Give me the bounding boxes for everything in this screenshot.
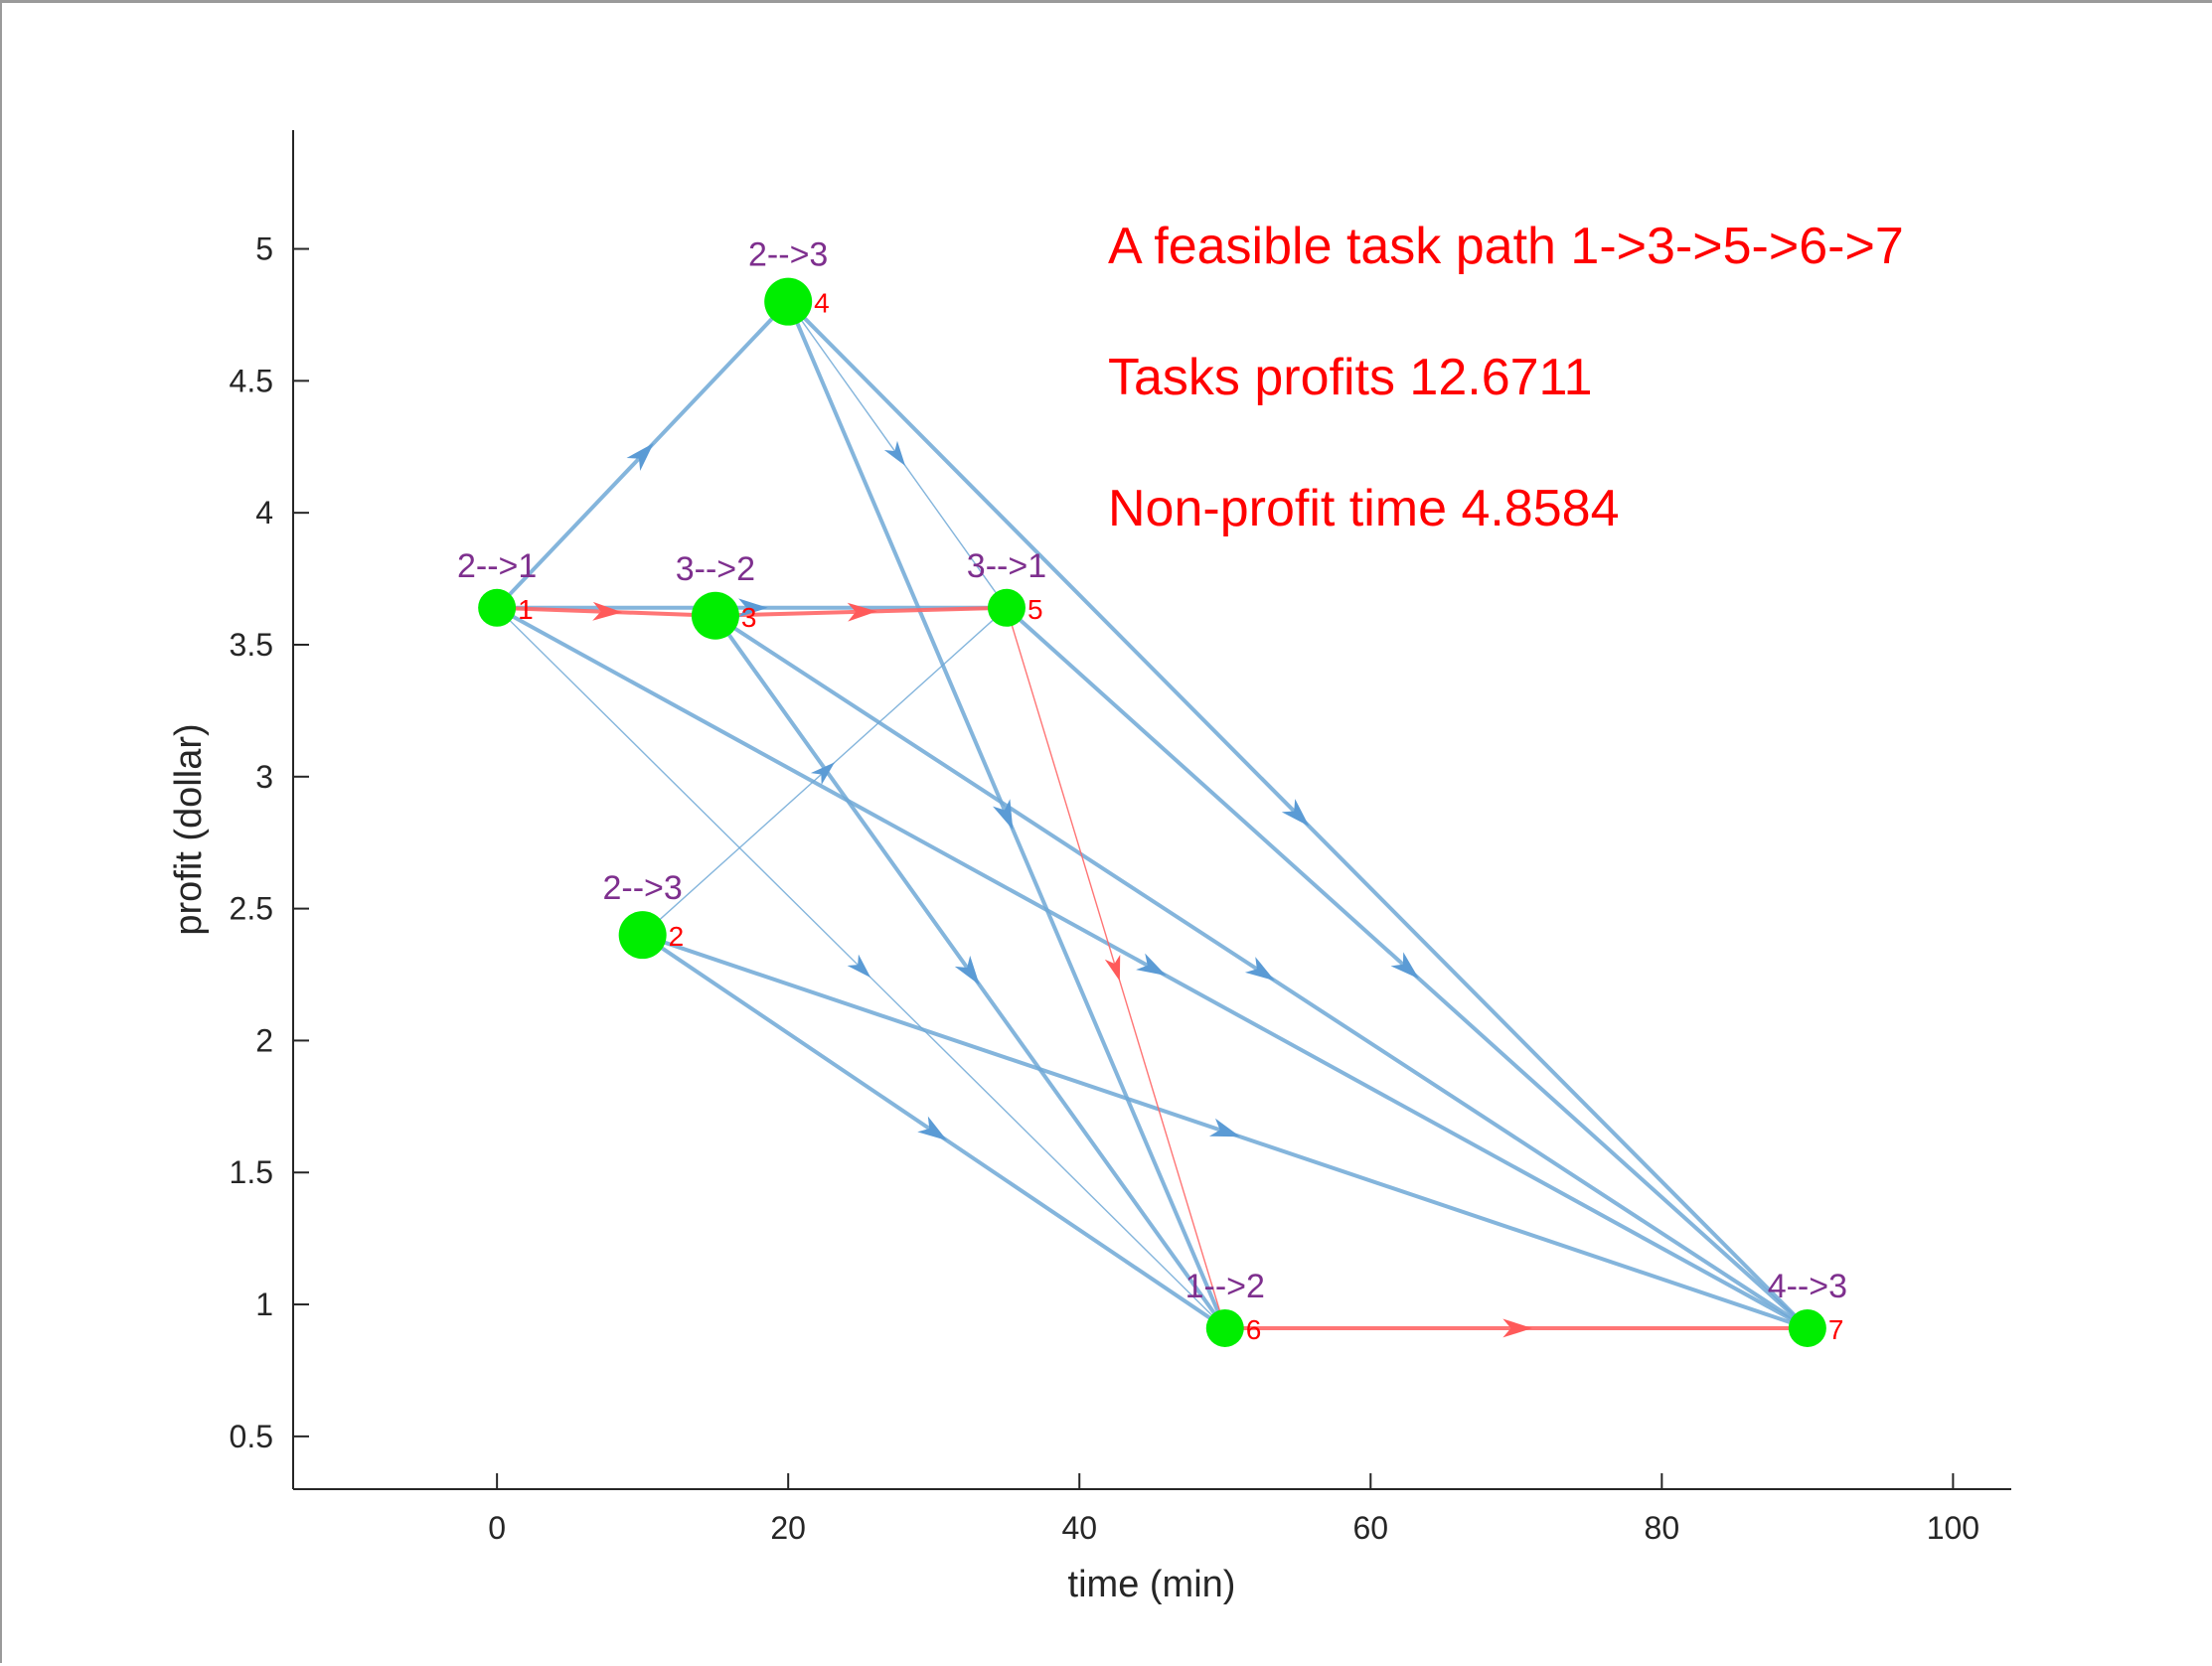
y-tick-label: 3.5	[230, 627, 273, 663]
node-7-id-label: 7	[1828, 1314, 1844, 1345]
node-6	[1205, 1308, 1244, 1347]
y-tick-label: 1.5	[230, 1154, 273, 1190]
node-2-id-label: 2	[669, 921, 685, 952]
x-tick-label: 60	[1352, 1510, 1388, 1546]
edge-arrow-1-3	[592, 601, 623, 621]
edge-arrow-5-7	[1390, 952, 1419, 980]
x-tick-label: 80	[1645, 1510, 1680, 1546]
y-tick-label: 2	[255, 1022, 273, 1058]
y-tick-label: 4	[255, 495, 273, 530]
x-tick-label: 0	[488, 1510, 506, 1546]
node-7	[1788, 1308, 1826, 1347]
edge-arrows	[592, 440, 1533, 1338]
x-axis-title: time (min)	[1068, 1564, 1236, 1605]
edge-arrow-3-6	[954, 955, 980, 985]
node-5-id-label: 5	[1027, 594, 1043, 625]
x-tick-label: 100	[1927, 1510, 1979, 1546]
node-1-id-label: 1	[518, 594, 534, 625]
node-6-id-label: 6	[1246, 1314, 1262, 1345]
node-4-id-label: 4	[814, 288, 830, 319]
edges	[495, 300, 1810, 1330]
y-tick-label: 2.5	[230, 891, 273, 927]
axes	[292, 130, 2011, 1490]
node-3-transition-label: 3-->2	[676, 550, 755, 588]
node-1-transition-label: 2-->1	[457, 547, 537, 585]
edge-arrow-4-6	[992, 799, 1014, 831]
chart-svg: 0 20 40 60 80 100 0.5 1 1.5 2 2.5 3 3.5 4 4.5 5 2-->1 1…	[168, 130, 2011, 1605]
annotation-tasks-profits: Tasks profits 12.6711	[1108, 349, 1593, 406]
node-5-transition-label: 3-->1	[967, 547, 1046, 585]
y-tick-label: 3	[255, 759, 273, 795]
edge-arrow-4-5	[883, 440, 906, 466]
edge-arrow-1-6	[847, 954, 871, 979]
edge-arrow-4-7	[1281, 799, 1310, 827]
y-axis-title: profit (dollar)	[168, 723, 210, 935]
node-7-transition-label: 4-->3	[1768, 1268, 1847, 1305]
x-tick-label: 20	[770, 1510, 806, 1546]
x-tick-label: 40	[1061, 1510, 1097, 1546]
edge-arrow-5-6	[1104, 955, 1121, 982]
edge-arrow-1-7	[1136, 953, 1167, 977]
node-5	[987, 588, 1026, 627]
node-4	[764, 277, 813, 326]
edge-arrow-2-7	[1208, 1118, 1241, 1137]
y-tick-label: 4.5	[230, 363, 273, 398]
edge-arrow-3-7	[1244, 957, 1275, 982]
edge-arrow-3-5	[847, 602, 877, 622]
edge-arrow-2-5	[810, 762, 836, 786]
node-4-transition-label: 2-->3	[748, 236, 828, 274]
edge-arrow-6-7	[1502, 1318, 1533, 1338]
edge-arrow-2-6	[917, 1116, 948, 1141]
node-3-id-label: 3	[741, 602, 757, 633]
edge-arrow-1-4	[626, 442, 654, 472]
node-labels: 2-->1 1 2-->3 2 3-->2 3 2-->3 4 3-->1 5 1-->2 6 4-->…	[457, 236, 1847, 1345]
node-2-transition-label: 2-->3	[602, 869, 682, 907]
annotation-non-profit-time: Non-profit time 4.8584	[1108, 480, 1620, 537]
annotation-task-path: A feasible task path 1->3->5->6->7	[1108, 218, 1904, 275]
y-tick-label: 0.5	[230, 1419, 273, 1454]
edge-arrow-1-5	[738, 598, 768, 618]
x-ticks: 0 20 40 60 80 100	[488, 1473, 1979, 1546]
node-6-transition-label: 1-->2	[1185, 1268, 1265, 1305]
node-1	[478, 588, 517, 627]
nodes	[478, 277, 1826, 1347]
y-tick-label: 1	[255, 1287, 273, 1322]
node-3	[691, 591, 739, 640]
node-2	[618, 911, 667, 960]
y-ticks: 0.5 1 1.5 2 2.5 3 3.5 4 4.5 5	[230, 231, 309, 1454]
y-tick-label: 5	[255, 231, 273, 267]
